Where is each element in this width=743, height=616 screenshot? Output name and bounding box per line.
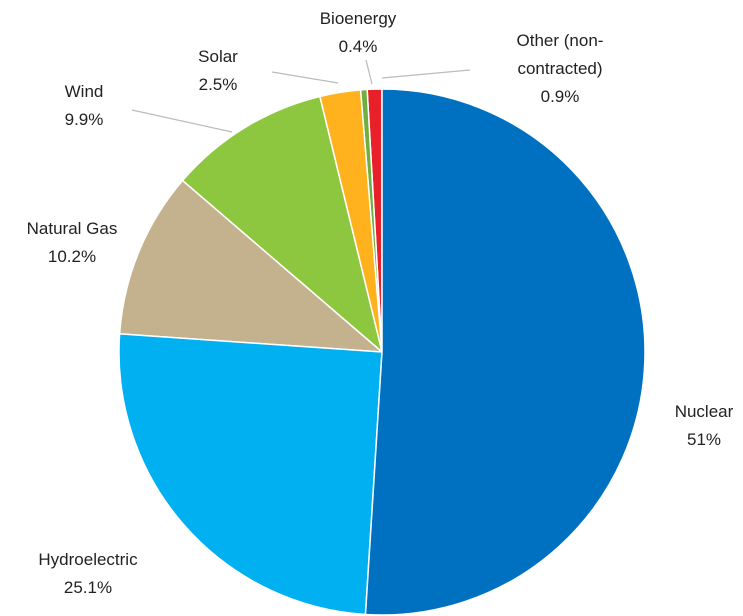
data-label: Wind 9.9% xyxy=(34,78,134,134)
value-label: 10.2% xyxy=(47,247,97,266)
category-label: Hydroelectric xyxy=(38,550,138,569)
value-label: 51% xyxy=(686,430,722,449)
category-label: Natural Gas xyxy=(26,219,118,238)
category-label: Other (non-contracted) xyxy=(516,31,604,78)
data-label: Bioenergy 0.4% xyxy=(303,5,413,61)
leader-lines xyxy=(131,59,471,133)
data-label: Solar 2.5% xyxy=(168,43,268,99)
pie-slice xyxy=(118,179,385,353)
value-label: 9.9% xyxy=(64,110,104,129)
category-label: Wind xyxy=(64,82,104,101)
data-label: Nuclear 51% xyxy=(659,398,743,454)
value-label: 0.4% xyxy=(338,37,378,56)
data-label: Other (non-contracted) 0.9% xyxy=(475,27,645,111)
value-label: 25.1% xyxy=(63,578,113,597)
leader-line xyxy=(271,71,339,84)
category-label: Nuclear xyxy=(674,402,734,421)
pie-slice xyxy=(118,333,383,616)
data-label: Natural Gas 10.2% xyxy=(2,215,142,271)
leader-line xyxy=(131,109,233,133)
category-label: Bioenergy xyxy=(319,9,397,28)
value-label: 0.9% xyxy=(540,87,580,106)
data-label: Hydroelectric 25.1% xyxy=(8,546,168,602)
value-label: 2.5% xyxy=(198,75,238,94)
leader-line xyxy=(381,69,471,79)
pie-slice xyxy=(364,88,646,616)
pie-slice xyxy=(181,95,384,355)
leader-line xyxy=(365,59,373,85)
category-label: Solar xyxy=(198,47,238,66)
